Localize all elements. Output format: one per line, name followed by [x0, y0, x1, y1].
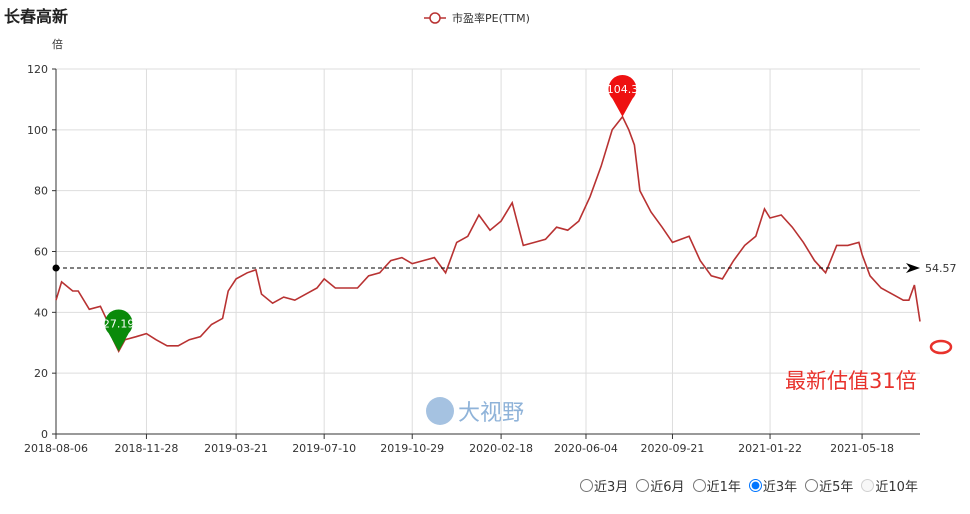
annotation: 最新估值31倍	[785, 369, 917, 393]
range-option-label: 近3月	[594, 480, 629, 495]
range-option[interactable]: 近3年	[748, 476, 798, 495]
legend-label: 市盈率PE(TTM)	[452, 11, 530, 25]
pin-label: 104.3	[607, 83, 639, 96]
mark-pin: 27.19	[103, 309, 135, 352]
y-tick-label: 80	[34, 185, 48, 198]
line-series	[55, 115, 921, 354]
x-tick-label: 2018-08-06	[24, 442, 88, 455]
range-controls: 近3月 近6月 近1年 近3年 近5年 近10年	[580, 476, 918, 495]
y-axis-label: 倍	[52, 37, 63, 51]
annotation-ring	[929, 339, 953, 355]
range-option-label: 近10年	[875, 480, 918, 495]
average-label: 54.57	[925, 262, 957, 275]
x-tick-label: 2020-06-04	[554, 442, 618, 455]
average-arrow	[906, 263, 920, 274]
x-tick-label: 2018-11-28	[114, 442, 178, 455]
x-tick-label: 2019-03-21	[204, 442, 268, 455]
range-option[interactable]: 近1年	[692, 476, 741, 495]
x-tick-label: 2019-10-29	[380, 442, 444, 455]
watermark-icon	[426, 397, 454, 425]
range-radio[interactable]	[580, 479, 593, 492]
y-tick-label: 100	[27, 124, 48, 137]
range-option[interactable]: 近6月	[636, 476, 685, 495]
y-tick-label: 60	[34, 246, 48, 259]
pin-shape	[104, 309, 133, 352]
pin-label: 27.19	[103, 317, 135, 330]
y-tick-label: 120	[27, 63, 48, 76]
range-radio[interactable]	[748, 479, 762, 492]
x-tick-label: 2021-01-22	[738, 442, 802, 455]
range-option: 近10年	[861, 476, 918, 495]
y-tick-label: 0	[41, 428, 48, 441]
range-radio[interactable]	[805, 479, 819, 492]
range-option[interactable]: 近3月	[580, 476, 628, 495]
range-option[interactable]: 近5年	[805, 476, 853, 495]
range-option-label: 近1年	[706, 480, 741, 495]
pin-shape	[608, 74, 637, 117]
average-start	[52, 264, 60, 272]
chart-title: 长春高新	[4, 7, 68, 26]
watermark: 大视野	[458, 401, 524, 426]
range-radio[interactable]	[692, 479, 706, 492]
range-radio	[861, 479, 875, 492]
x-tick-label: 2020-02-18	[469, 442, 533, 455]
range-option-label: 近5年	[819, 480, 854, 495]
legend-marker	[429, 12, 441, 24]
x-tick-label: 2019-07-10	[292, 442, 356, 455]
range-option-label: 近6月	[650, 480, 685, 495]
range-option-label: 近3年	[762, 480, 798, 495]
mark-pin: 104.3	[607, 74, 639, 117]
y-tick-label: 40	[34, 306, 48, 319]
y-tick-label: 20	[34, 367, 48, 380]
x-tick-label: 2021-05-18	[830, 442, 894, 455]
x-tick-label: 2020-09-21	[640, 442, 704, 455]
range-radio[interactable]	[636, 479, 650, 492]
